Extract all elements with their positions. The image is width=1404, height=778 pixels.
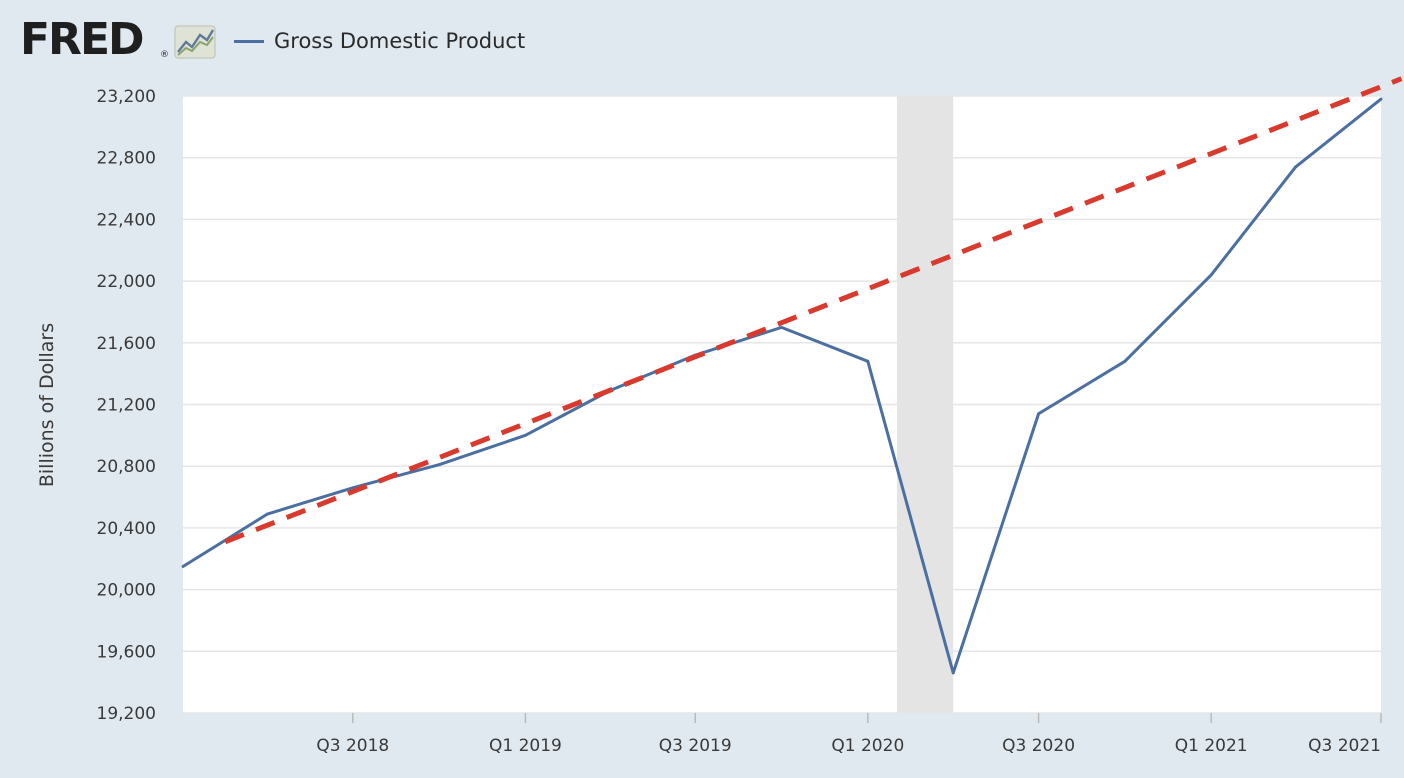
chart-legend: Gross Domestic Product <box>234 26 525 56</box>
data-point <box>1037 412 1040 416</box>
line-graph-icon <box>174 25 216 59</box>
data-point <box>951 671 955 675</box>
trend-layer <box>224 76 1403 545</box>
fred-logo[interactable]: FRED <box>20 14 145 65</box>
y-tick-label: 23,200 <box>97 87 156 107</box>
data-point <box>1123 359 1127 363</box>
x-tick-label: Q3 2021 <box>1308 736 1381 756</box>
y-tick-label: 22,800 <box>97 149 156 169</box>
y-tick-label: 22,400 <box>97 210 156 230</box>
data-point <box>524 433 527 437</box>
data-point <box>1294 165 1298 169</box>
chart-header: FRED ® Gross Domestic Product <box>0 0 1404 80</box>
x-tick-label: Q3 2018 <box>316 736 389 756</box>
data-point <box>266 512 269 516</box>
trend-line <box>224 76 1403 545</box>
y-tick-label: 21,200 <box>97 396 156 416</box>
data-point <box>1209 273 1213 277</box>
x-axis-ticks: Q3 2018 Q1 2019 Q3 2019 Q1 2020 Q3 2020 Q1 20… <box>316 713 1382 756</box>
x-tick-label: Q3 2020 <box>1002 736 1075 756</box>
data-point <box>181 565 185 568</box>
y-tick-label: 20,000 <box>97 581 156 601</box>
y-axis-title: Billions of Dollars <box>36 323 58 487</box>
recession-shading <box>896 96 954 713</box>
legend-swatch <box>234 39 264 43</box>
data-point <box>351 486 355 490</box>
y-tick-label: 20,800 <box>97 457 156 477</box>
data-point <box>1379 97 1383 101</box>
y-tick-label: 19,600 <box>97 642 156 662</box>
data-point <box>866 359 870 363</box>
x-tick-label: Q3 2019 <box>659 736 732 756</box>
y-tick-label: 21,600 <box>97 334 156 354</box>
grid-lines <box>183 95 1381 714</box>
x-tick-label: Q1 2019 <box>489 736 562 756</box>
x-tick-label: Q1 2020 <box>831 736 904 756</box>
y-tick-label: 22,000 <box>97 272 156 292</box>
data-point <box>437 463 441 467</box>
legend-series-label: Gross Domestic Product <box>274 29 526 53</box>
y-axis-ticks: 19,200 19,600 20,000 20,400 20,800 21,200 21,6… <box>97 87 156 724</box>
y-tick-label: 19,200 <box>97 704 156 724</box>
fred-registered-mark: ® <box>160 50 169 60</box>
recession-band <box>896 96 954 713</box>
x-tick-label: Q1 2021 <box>1175 736 1248 756</box>
y-tick-label: 20,400 <box>97 519 156 539</box>
data-point <box>780 325 783 329</box>
